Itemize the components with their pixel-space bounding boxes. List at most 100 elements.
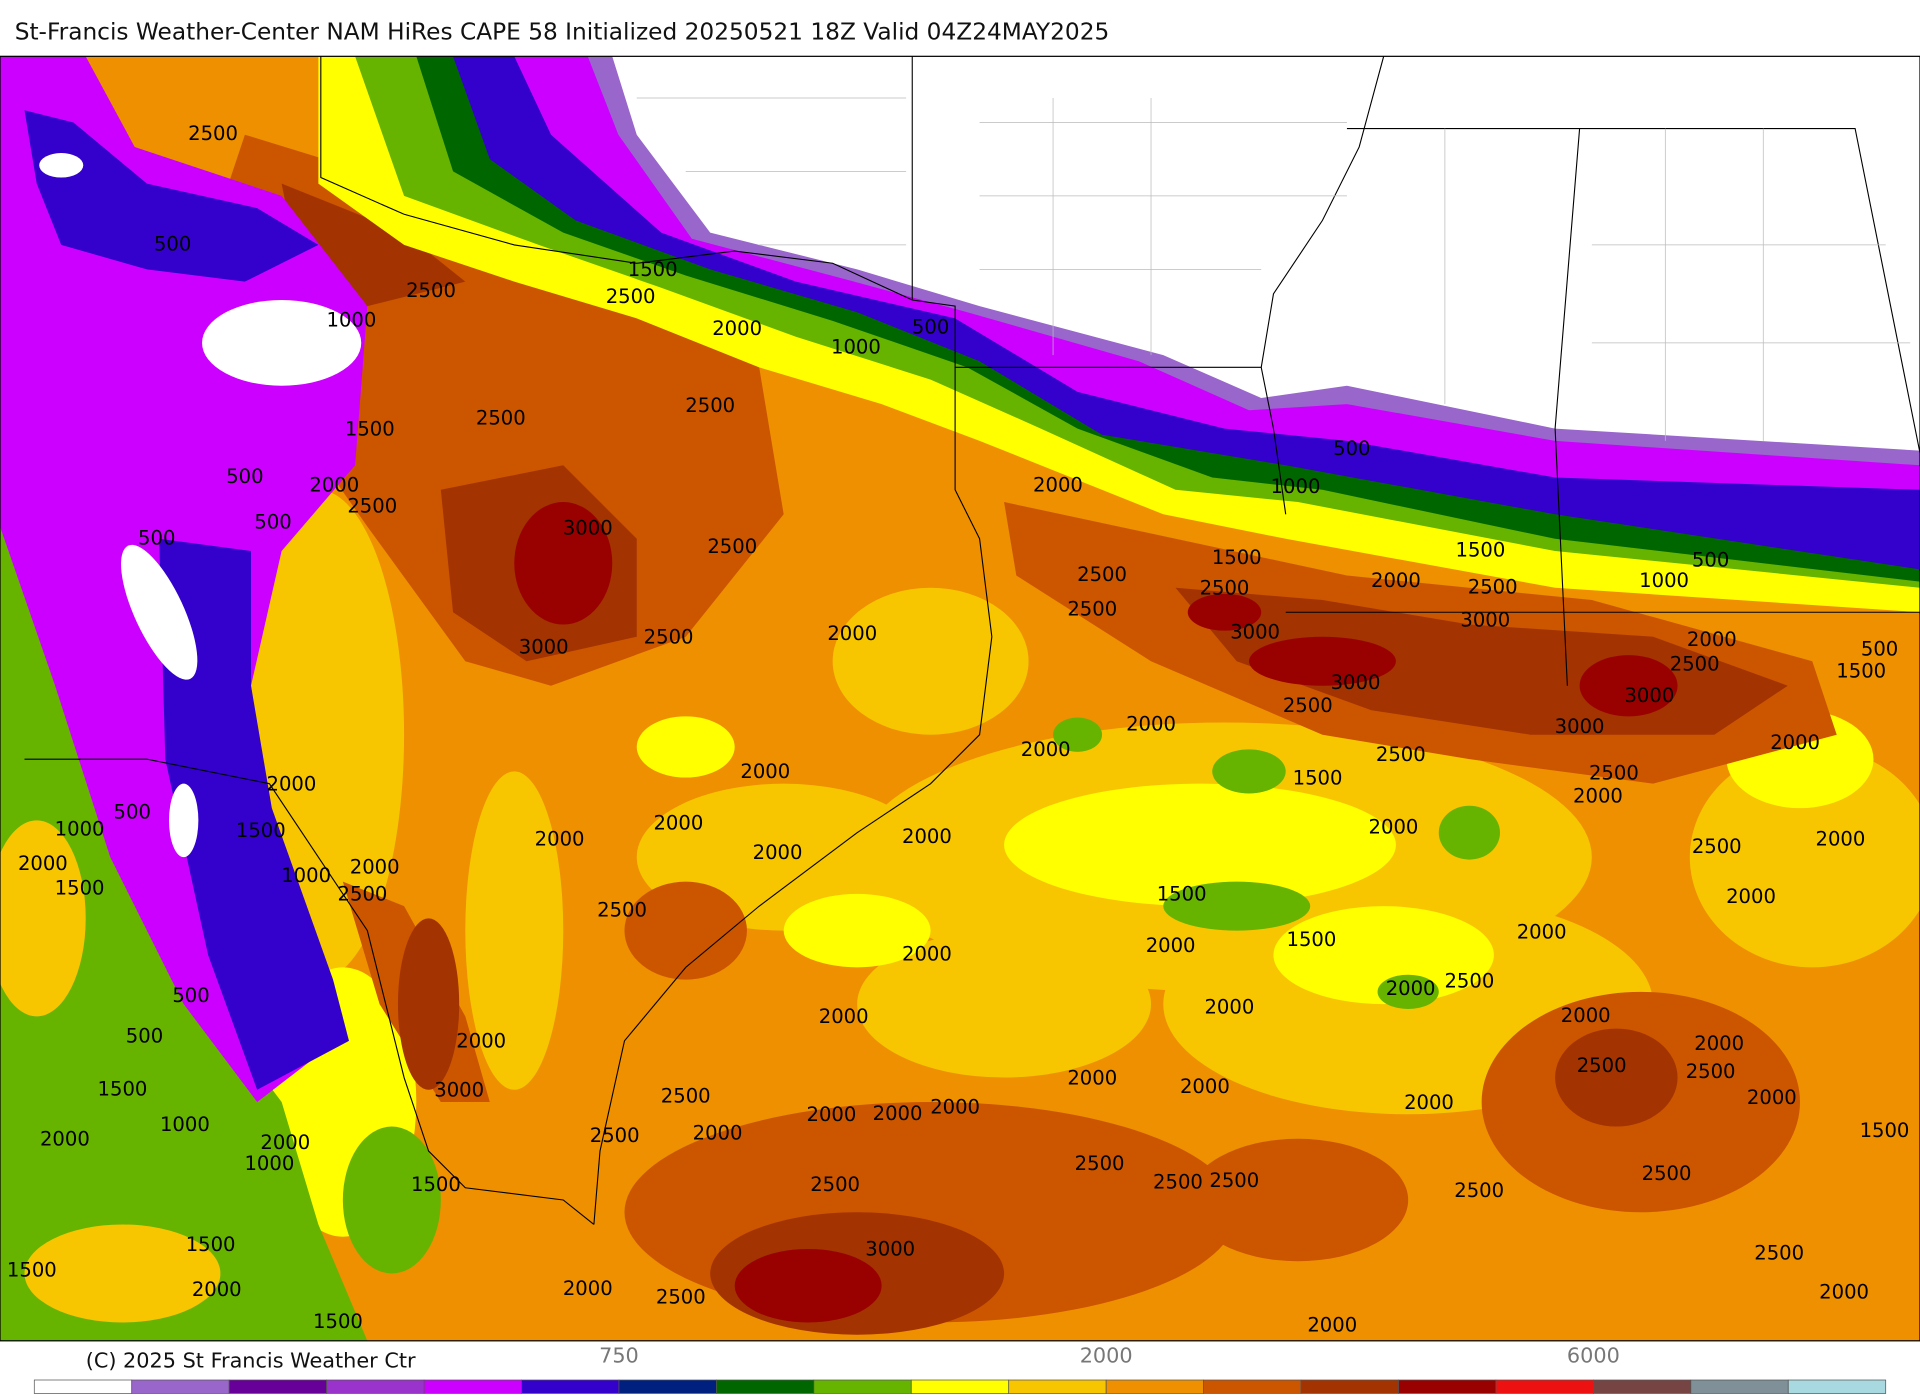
contour-label: 2500 [1670,652,1720,675]
contour-label: 2500 [1209,1169,1259,1192]
contour-label: 2500 [188,122,238,145]
contour-label: 2500 [1754,1241,1804,1264]
contour-label: 500 [138,526,175,549]
contour-label: 1500 [1836,660,1886,683]
canvas: St-Francis Weather-Center NAM HiRes CAPE… [0,19,1920,1394]
contour-label: 2500 [707,535,757,558]
contour-label: 500 [154,232,191,255]
colorbar-segment [131,1379,230,1394]
contour-label: 2000 [1687,628,1737,651]
contour-label: 500 [172,984,209,1007]
contour-label: 2000 [807,1103,857,1126]
colorbar-segment [1495,1379,1594,1394]
contour-label: 2000 [1517,921,1567,944]
contour-label: 500 [912,316,949,339]
contour-label: 2000 [753,841,803,864]
contour-label: 2000 [1573,785,1623,808]
contour-label: 2000 [1307,1314,1357,1337]
contour-label: 2500 [1692,835,1742,858]
contour-label: 1000 [831,335,881,358]
contour-label: 1000 [244,1152,294,1175]
colorbar-segment [1300,1379,1399,1394]
colorbar-label: 750 [599,1344,639,1368]
contour-label: 1500 [98,1077,148,1100]
contour-label: 2000 [1561,1004,1611,1027]
contour-label: 2500 [1444,970,1494,993]
contour-label: 2000 [1386,977,1436,1000]
contour-label: 3000 [1331,671,1381,694]
contour-label: 1500 [1212,546,1262,569]
field-dark-red [514,502,1678,1323]
contour-label: 1000 [327,308,377,331]
contour-label: 2000 [1204,995,1254,1018]
contour-label: 2500 [338,883,388,906]
contour-label: 2000 [309,474,359,497]
contour-label: 2500 [1376,743,1426,766]
contour-label: 1000 [55,818,105,841]
contour-label: 2000 [18,852,68,875]
contour-label: 2500 [1468,575,1518,598]
contour-label: 2000 [1067,1066,1117,1089]
contour-label: 2500 [810,1173,860,1196]
contour-label: 2000 [902,825,952,848]
contour-label: 2500 [1067,597,1117,620]
contour-label: 2000 [40,1128,90,1151]
contour-label: 2000 [1404,1091,1454,1114]
contour-label: 2000 [1726,885,1776,908]
contour-label: 500 [226,465,263,488]
colorbar-segment [33,1379,133,1394]
contour-label: 2000 [563,1277,613,1300]
west-no-cape [39,153,362,858]
contour-label: 2500 [1577,1054,1627,1077]
west-blue [159,538,349,1090]
contour-label: 1000 [160,1113,210,1136]
west-blue-north [24,110,319,282]
contour-label: 2000 [1371,569,1421,592]
contour-label: 2500 [1075,1152,1125,1175]
colorbar-segment [1787,1379,1887,1394]
colorbar-segment [423,1379,522,1394]
copyright: (C) 2025 St Francis Weather Ctr [86,1349,416,1373]
map: 2500500250010001500250020001000500250025… [0,56,1920,1341]
contour-label: 3000 [1624,684,1674,707]
contour-label: 2000 [1146,934,1196,957]
contour-label: 2000 [712,317,762,340]
colorbar-label: 2000 [1080,1344,1133,1368]
contour-label: 1500 [186,1233,236,1256]
contour-label: 2000 [267,772,317,795]
contour-label: 1500 [345,417,395,440]
borders [24,56,1920,1225]
contour-label: 2500 [606,285,656,308]
contour-label: 2500 [1153,1170,1203,1193]
contour-label: 2000 [1033,474,1083,497]
contour-label: 2000 [1770,731,1820,754]
colorbar-segment [326,1379,425,1394]
contour-label: 1500 [1157,883,1207,906]
map-title: St-Francis Weather-Center NAM HiRes CAPE… [15,19,1110,46]
contour-label: 1500 [236,819,286,842]
contour-label: 1500 [411,1173,461,1196]
contour-label: 1500 [313,1310,363,1333]
contour-label: 1500 [1293,766,1343,789]
contour-label: 2500 [1200,576,1250,599]
contour-label: 2500 [590,1124,640,1147]
contour-label: 1500 [55,876,105,899]
contour-label: 2000 [693,1121,743,1144]
contour-label: 2000 [260,1131,310,1154]
contour-label: 2000 [740,760,790,783]
contour-label: 1000 [1271,475,1321,498]
contour-label: 2000 [350,856,400,879]
colorbar-segment [1593,1379,1692,1394]
west-yellow [0,820,221,1323]
contour-label: 2000 [653,812,703,835]
contour-label: 500 [254,510,291,533]
contour-label: 2500 [1283,694,1333,717]
contour-label: 2500 [1589,761,1639,784]
contour-label: 2000 [827,622,877,645]
contour-label: 2500 [1642,1162,1692,1185]
contour-label: 3000 [434,1079,484,1102]
contour-label: 500 [126,1025,163,1048]
colorbar-label: 6000 [1567,1344,1620,1368]
contour-label: 3000 [865,1238,915,1261]
